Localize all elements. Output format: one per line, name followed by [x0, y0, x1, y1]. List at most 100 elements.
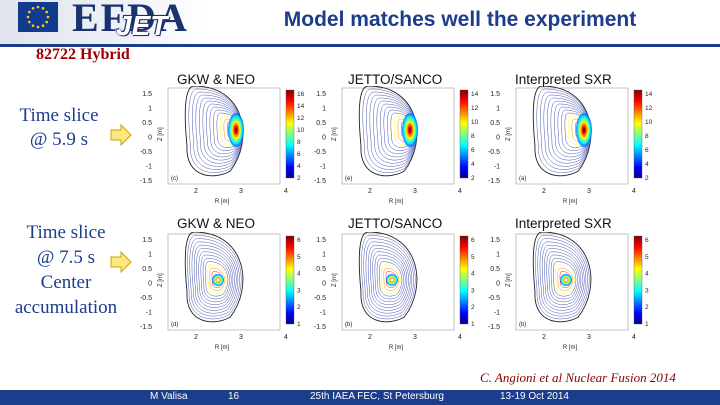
row-label-line: @ 5.9 s [29, 129, 89, 150]
jet-logo-text: JET [116, 10, 168, 41]
y-tick-label: -0.5 [140, 149, 152, 156]
slide-footer [0, 390, 720, 405]
emission-peak [386, 274, 398, 286]
slide-header: EFDA JET Model matches well the experime… [0, 0, 720, 44]
colorbar-tick-label: 5 [471, 254, 475, 261]
y-tick-label: -1 [494, 164, 500, 171]
colorbar-tick-label: 2 [297, 175, 301, 182]
contour-line [376, 258, 404, 300]
colorbar-tick-label: 5 [645, 254, 649, 261]
y-tick-label: 1 [496, 106, 500, 113]
y-tick-label: 1 [148, 106, 152, 113]
row-label-line: Center [40, 272, 92, 293]
y-tick-label: -0.5 [140, 295, 152, 302]
colorbar-tick-label: 16 [297, 91, 305, 98]
y-tick-label: 0.5 [316, 266, 326, 273]
y-tick-label: -1.5 [140, 324, 152, 331]
colorbar-tick-label: 1 [645, 321, 649, 328]
colorbar-tick-label: 3 [297, 287, 301, 294]
footer-author: M Valisa [150, 391, 188, 402]
y-tick-label: 0.5 [316, 120, 326, 127]
contour-line [207, 264, 227, 294]
colorbar-tick-label: 6 [645, 237, 649, 244]
y-tick-label: 1.5 [490, 91, 500, 98]
contour-plot: 1.5 1 0.5 0 -0.5 -1 -1.5 Z [m] 2 3 4 R [m] (b) 6 5 4 3 2 1 [488, 232, 649, 351]
y-axis-label: Z [m] [158, 127, 164, 141]
colorbar-tick-label: 12 [297, 115, 305, 122]
y-tick-label: 0.5 [142, 266, 152, 273]
y-tick-label: -1.5 [488, 178, 500, 185]
colorbar-tick-label: 5 [297, 254, 301, 261]
panel-letter: (e) [345, 176, 352, 182]
panel-title: GKW & NEO [177, 72, 256, 87]
x-axis-label: R [m] [215, 345, 230, 351]
colorbar-tick-label: 4 [297, 163, 301, 170]
y-tick-label: -1 [146, 310, 152, 317]
colorbar-tick-label: 6 [471, 147, 475, 154]
contour-plot: 1.5 1 0.5 0 -0.5 -1 -1.5 Z [m] 2 3 4 R [m] (d) 6 5 4 3 2 1 [140, 232, 301, 351]
footer-dates: 13-19 Oct 2014 [500, 391, 569, 402]
colorbar-tick-label: 6 [297, 151, 301, 158]
contour-line [198, 251, 234, 305]
x-tick-label: 2 [368, 334, 372, 341]
x-tick-label: 2 [368, 188, 372, 195]
y-tick-label: -0.5 [314, 295, 326, 302]
plot-area [341, 233, 455, 331]
x-axis-label: R [m] [215, 199, 230, 205]
colorbar [285, 235, 295, 325]
emission-peak [402, 113, 418, 147]
colorbar-tick-label: 4 [645, 271, 649, 278]
y-tick-label: 0 [148, 135, 152, 142]
slide-title: Model matches well the experiment [283, 8, 637, 31]
contour-line [370, 248, 409, 308]
panel-title: JETTO/SANCO [348, 216, 443, 231]
emission-peak [576, 113, 592, 147]
y-tick-label: -1.5 [314, 324, 326, 331]
x-axis-label: R [m] [389, 345, 404, 351]
colorbar-tick-label: 10 [297, 127, 305, 134]
contour-line [550, 258, 578, 300]
y-tick-label: 0 [322, 135, 326, 142]
contour-line [358, 232, 418, 323]
colorbar [633, 89, 643, 179]
colorbar-tick-label: 2 [471, 175, 475, 182]
emission-peak [212, 274, 224, 286]
x-tick-label: 4 [284, 334, 288, 341]
contour-line [372, 251, 408, 305]
arrow-right-icon [110, 251, 132, 273]
contour-line [187, 235, 242, 320]
y-tick-label: 1 [148, 252, 152, 259]
row-label-line: Time slice [26, 222, 106, 243]
panel-letter: (b) [345, 322, 352, 328]
citation: C. Angioni et al Nuclear Fusion 2014 [480, 370, 676, 385]
y-tick-label: 0.5 [490, 120, 500, 127]
y-tick-label: -1.5 [314, 178, 326, 185]
contour-line [366, 91, 417, 170]
contour-plot: 1.5 1 0.5 0 -0.5 -1 -1.5 Z [m] 2 3 4 R [m] (e) 14 12 10… [314, 86, 479, 205]
contour-line [188, 88, 243, 173]
y-tick-label: 0 [148, 281, 152, 288]
colorbar-tick-label: 2 [645, 304, 649, 311]
emission-peak [228, 113, 244, 147]
efda-logo-text: EFDA [72, 0, 189, 40]
y-tick-label: -1.5 [488, 324, 500, 331]
colorbar [459, 89, 469, 179]
colorbar-tick-label: 8 [471, 133, 475, 140]
colorbar-tick-label: 4 [471, 271, 475, 278]
contour-line [383, 267, 399, 291]
x-tick-label: 3 [239, 334, 243, 341]
y-tick-label: 1 [322, 252, 326, 259]
y-tick-label: -0.5 [488, 149, 500, 156]
x-tick-label: 4 [458, 334, 462, 341]
y-axis-label: Z [m] [506, 273, 512, 287]
x-tick-label: 2 [194, 334, 198, 341]
x-axis-label: R [m] [389, 199, 404, 205]
y-tick-label: 1.5 [490, 237, 500, 244]
panel-letter: (a) [519, 176, 526, 182]
plot-area [341, 87, 455, 185]
plot-area [515, 233, 629, 331]
x-tick-label: 3 [413, 334, 417, 341]
y-tick-label: 0 [322, 281, 326, 288]
y-axis-label: Z [m] [332, 273, 338, 287]
colorbar-tick-label: 12 [645, 105, 653, 112]
